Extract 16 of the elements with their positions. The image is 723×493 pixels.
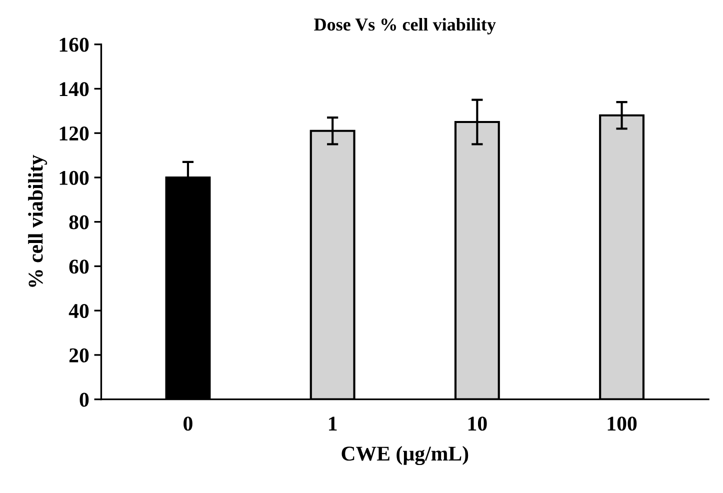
y-tick-label: 80: [69, 215, 89, 230]
y-axis-title: % cell viability: [28, 154, 48, 287]
y-tick-label: 120: [60, 126, 89, 141]
y-tick-label: 0: [80, 392, 89, 407]
y-tick-label: 140: [60, 82, 89, 96]
x-tick-label: 1: [329, 416, 337, 430]
x-tick-label: 100: [608, 416, 637, 431]
y-tick-label: 40: [68, 304, 89, 318]
y-tick-label: 100: [60, 170, 89, 185]
y-tick-label: 160: [60, 38, 89, 52]
x-tick-label: 0: [184, 416, 192, 431]
y-tick-label: 20: [69, 348, 89, 362]
x-axis-title: CWE (µg/mL): [342, 446, 468, 466]
chart-title: Dose Vs % cell viability: [314, 18, 496, 34]
x-tick-label: 10: [468, 416, 487, 431]
y-tick-label: 60: [69, 260, 89, 274]
